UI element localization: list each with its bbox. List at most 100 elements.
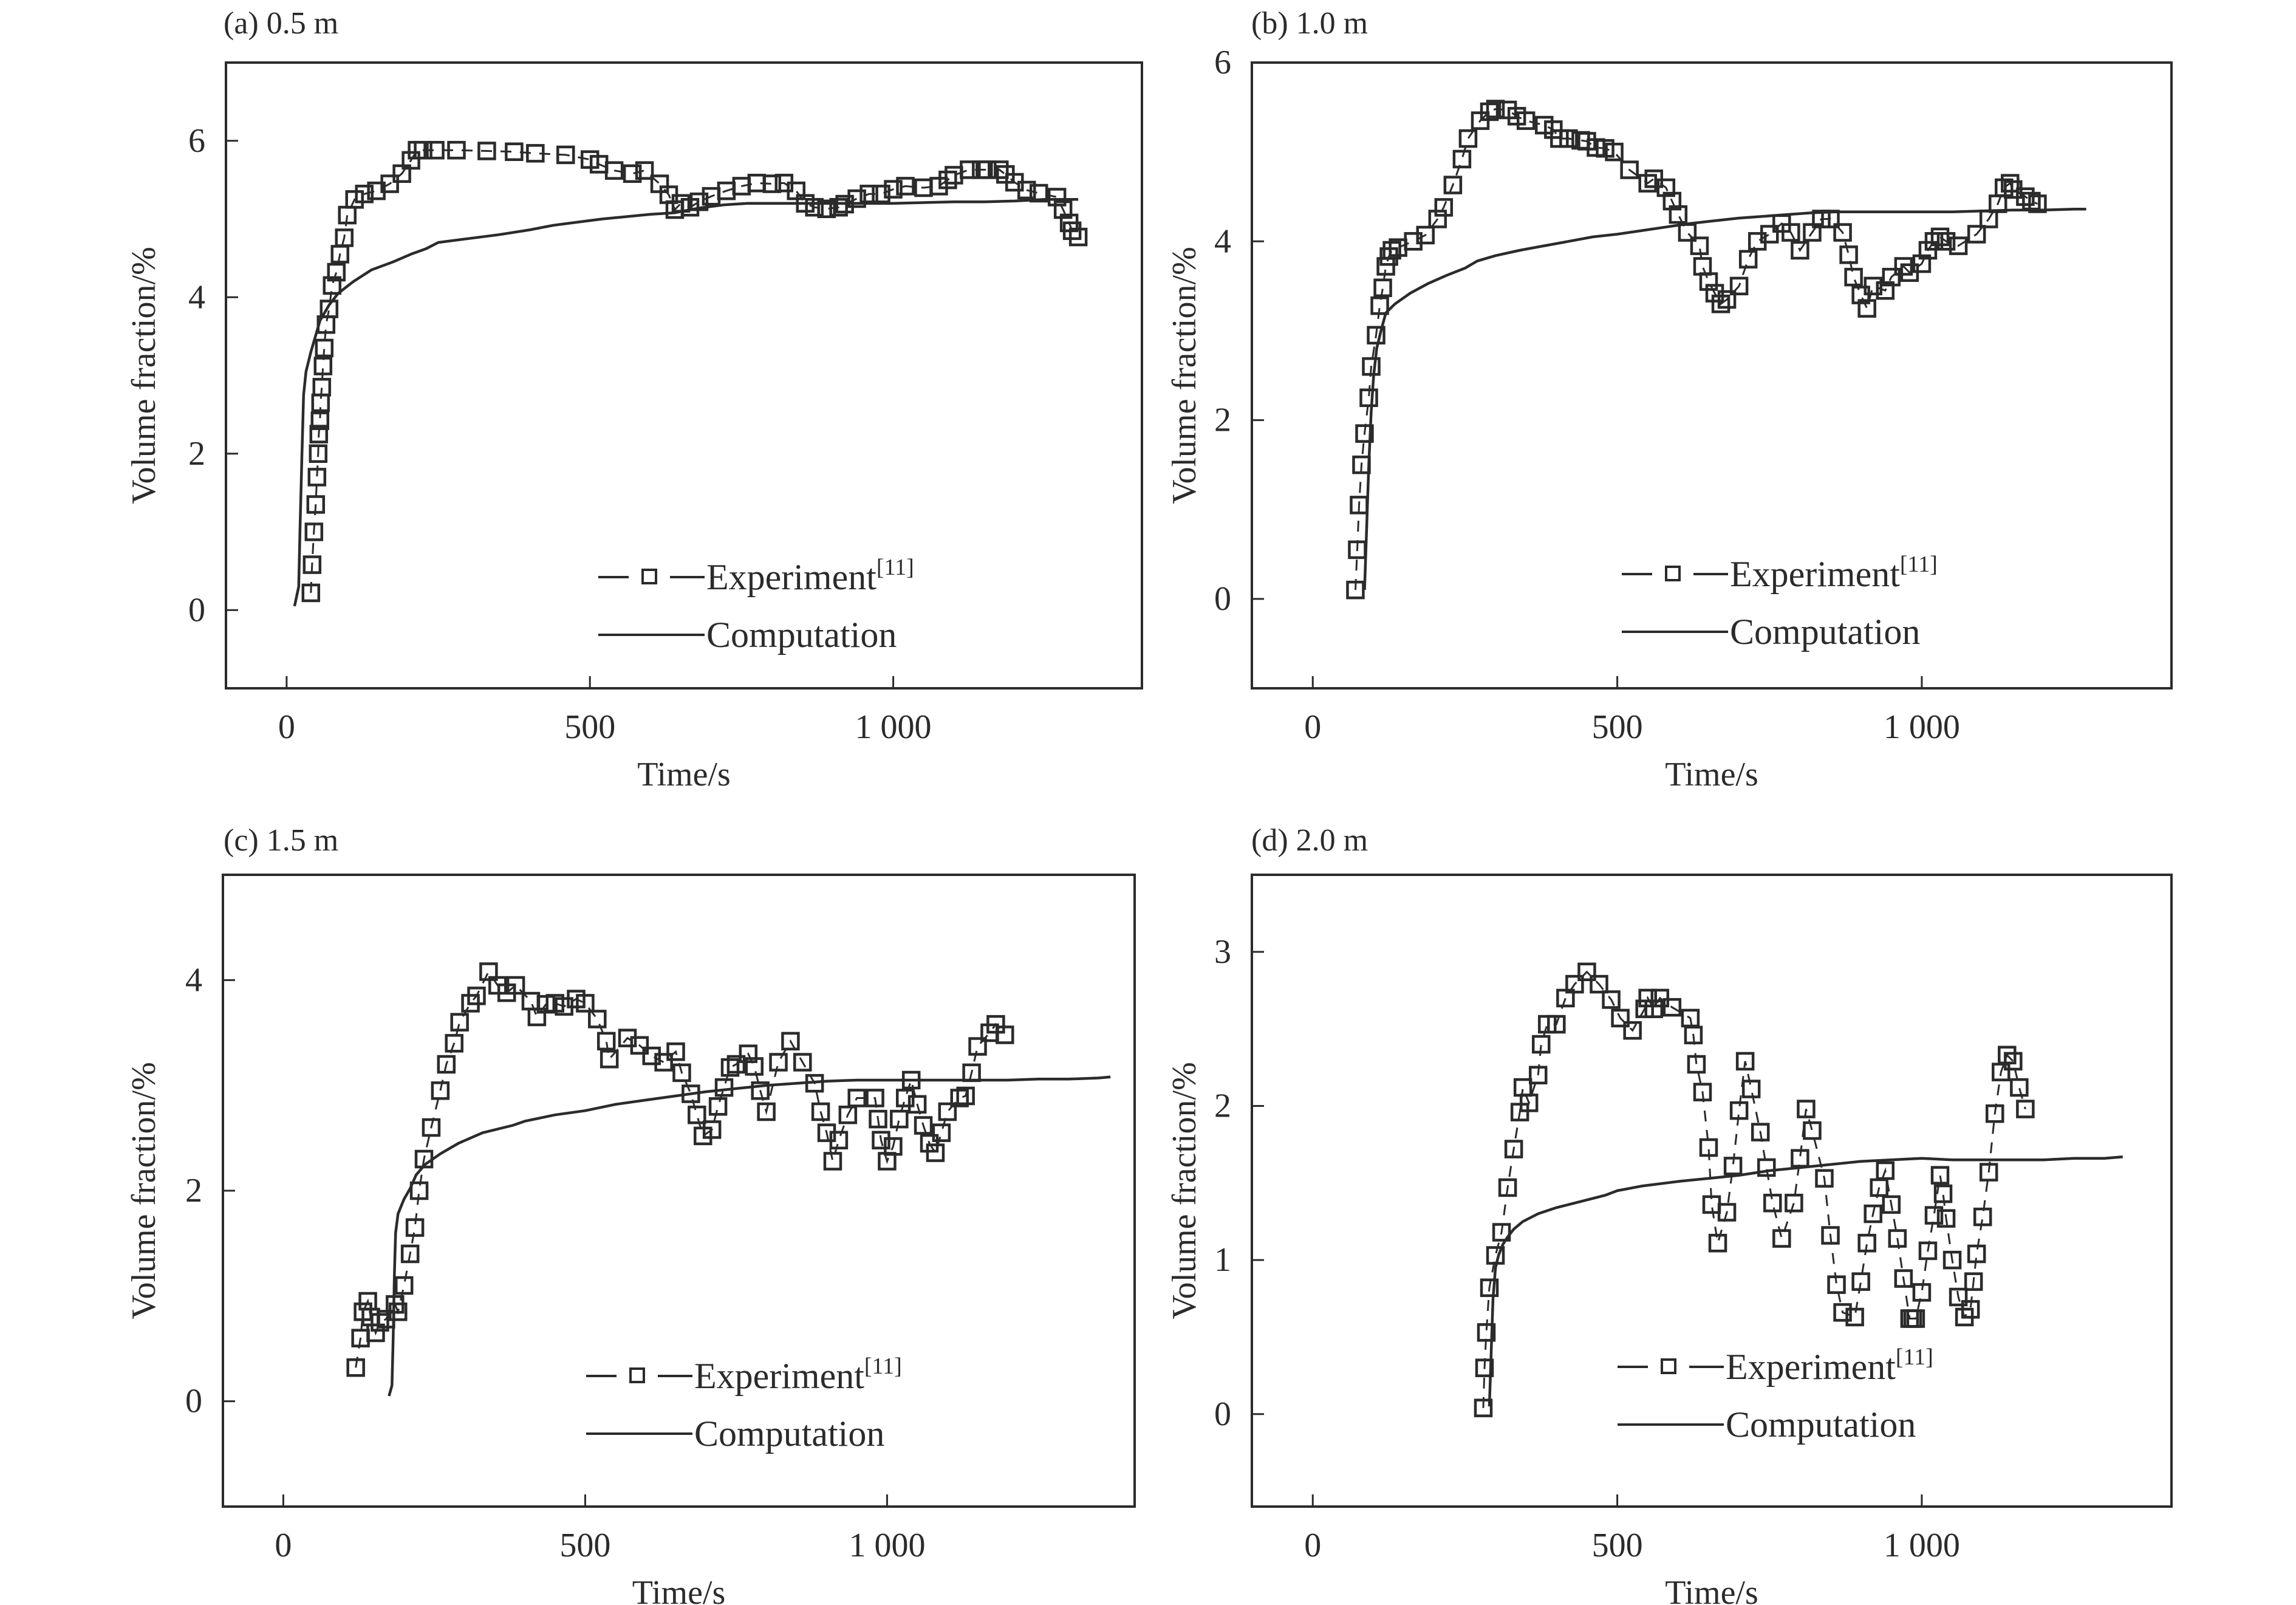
experiment-point — [1857, 1233, 1876, 1253]
y-tick-label: 3 — [1214, 933, 1231, 971]
experiment-point — [1998, 1045, 2017, 1065]
experiment-point — [1370, 296, 1389, 315]
experiment-line — [1482, 970, 2026, 1408]
experiment-point — [355, 185, 374, 204]
experiment-point — [414, 140, 432, 160]
experiment-point — [978, 160, 997, 179]
plot-frame — [1251, 61, 2173, 690]
experiment-point — [1760, 225, 1779, 244]
experiment-point — [437, 1055, 456, 1074]
y-tick-label: 6 — [1214, 44, 1231, 81]
y-tick-label: 4 — [1214, 222, 1231, 260]
experiment-point — [1452, 149, 1472, 169]
legend: Experiment[11] Computation — [598, 555, 914, 655]
experiment-point — [1738, 250, 1758, 269]
experiment-point — [323, 276, 342, 295]
experiment-point — [1669, 205, 1688, 224]
experiment-point — [1053, 200, 1073, 219]
experiment-point — [1590, 974, 1608, 994]
experiment-point — [1480, 102, 1499, 121]
experiment-point — [811, 1102, 830, 1121]
computation-line — [1363, 208, 2086, 590]
experiment-point — [1717, 290, 1737, 309]
legend-experiment-label: Experiment[11] — [1730, 552, 1938, 594]
experiment-point — [1723, 1157, 1743, 1176]
experiment-point — [805, 197, 824, 217]
experiment-line — [355, 970, 1006, 1368]
legend-computation-label: Computation — [1726, 1405, 1916, 1445]
experiment-point — [945, 166, 963, 185]
experiment-point — [1693, 257, 1712, 276]
experiment-point — [926, 1143, 945, 1162]
legend-experiment-text: Experiment — [1726, 1347, 1896, 1387]
experiment-point — [642, 1046, 661, 1066]
legend-experiment-label: Experiment[11] — [694, 1353, 902, 1396]
experiment-point — [666, 1042, 685, 1061]
experiment-point — [932, 1123, 951, 1142]
experiment-point — [1827, 1275, 1846, 1294]
experiment-point — [1623, 1021, 1642, 1040]
experiment-point — [401, 151, 420, 170]
x-tick-label: 1 000 — [855, 708, 932, 746]
experiment-point — [505, 142, 524, 162]
experiment-point — [1876, 281, 1895, 300]
experiment-point — [1708, 1233, 1727, 1253]
experiment-point — [312, 378, 332, 397]
experiment-point — [990, 160, 1009, 179]
experiment-point — [1821, 1226, 1840, 1245]
experiment-point — [635, 161, 654, 180]
experiment-point — [556, 145, 575, 165]
experiment-point — [708, 1097, 728, 1116]
experiment-point — [309, 444, 328, 463]
experiment-point — [869, 1109, 887, 1129]
experiment-point — [1797, 1100, 1816, 1118]
experiment-point — [1844, 267, 1863, 287]
experiment-point — [1949, 236, 1968, 255]
experiment-point — [1492, 1223, 1511, 1242]
panel-label: (b) 1.0 m — [1251, 6, 1368, 41]
experiment-point — [394, 1276, 414, 1295]
plot-frame — [222, 874, 1136, 1508]
plot-area — [293, 140, 1088, 607]
x-tick-label: 1 000 — [849, 1527, 925, 1564]
experiment-point — [907, 1095, 927, 1114]
experiment-point — [1888, 1229, 1907, 1248]
experiment-point — [1876, 1161, 1895, 1180]
experiment-point — [445, 1034, 463, 1053]
experiment-point — [1367, 326, 1385, 345]
chart-panel-d: (d) 2.0 m 0 500 1 000 0 1 2 3 Time/s Volume fract… — [1166, 823, 2173, 1605]
experiment-point — [1839, 245, 1858, 264]
x-axis-label: Time/s — [1665, 756, 1758, 793]
experiment-point — [890, 1109, 909, 1129]
x-tick-label: 1 000 — [1884, 1527, 1960, 1564]
experiment-point — [1684, 1025, 1703, 1045]
experiment-point — [739, 1044, 758, 1063]
experiment-point — [1605, 142, 1624, 162]
legend: Experiment[11] Computation — [1622, 552, 1938, 652]
experiment-point — [431, 1081, 450, 1100]
experiment-point — [859, 185, 878, 204]
experiment-point — [896, 1089, 915, 1107]
experiment-point — [1416, 225, 1435, 245]
experiment-point — [714, 1078, 734, 1097]
experiment-point — [847, 189, 866, 208]
experiment-point — [1729, 276, 1749, 296]
x-tick-label: 500 — [559, 1527, 610, 1564]
x-axis-label: Time/s — [1665, 1574, 1758, 1605]
experiment-point — [600, 1050, 619, 1069]
chart-panel-b: (b) 1.0 m 0 500 1 000 0 2 4 6 Time/s Volume fract… — [1166, 6, 2173, 793]
experiment-point — [1644, 999, 1663, 1018]
experiment-point — [1906, 1309, 1925, 1328]
x-tick-label: 500 — [1592, 708, 1643, 746]
experiment-point — [781, 1032, 800, 1051]
experiment-point — [1638, 988, 1657, 1008]
experiment-point — [1475, 1358, 1494, 1377]
experiment-point — [1355, 424, 1374, 443]
experiment-point — [1373, 278, 1392, 298]
x-tick-label: 500 — [564, 708, 615, 746]
experiment-point — [1763, 1194, 1782, 1213]
experiment-point — [2001, 174, 2020, 193]
y-axis-label: Volume fraction/% — [1166, 247, 1203, 504]
experiment-point — [654, 1053, 673, 1072]
